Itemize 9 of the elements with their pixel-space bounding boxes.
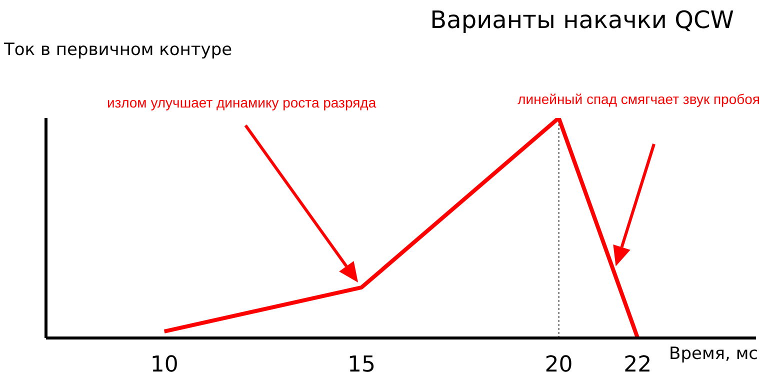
x-tick-label: 20	[544, 352, 573, 378]
text: линейный спад смягчает звук пробоя	[518, 91, 760, 107]
chart-title: Варианты накачки QCW	[430, 6, 734, 34]
x-tick-label: 10	[150, 352, 178, 378]
y-axis-title: Ток в первичном контуре	[4, 40, 232, 60]
x-tick-label: 15	[348, 352, 376, 378]
x-axis-title: Время, мс	[669, 344, 758, 364]
x-tick-label: 22	[624, 352, 652, 378]
text: излом улучшает динамику роста разряда	[106, 94, 376, 110]
